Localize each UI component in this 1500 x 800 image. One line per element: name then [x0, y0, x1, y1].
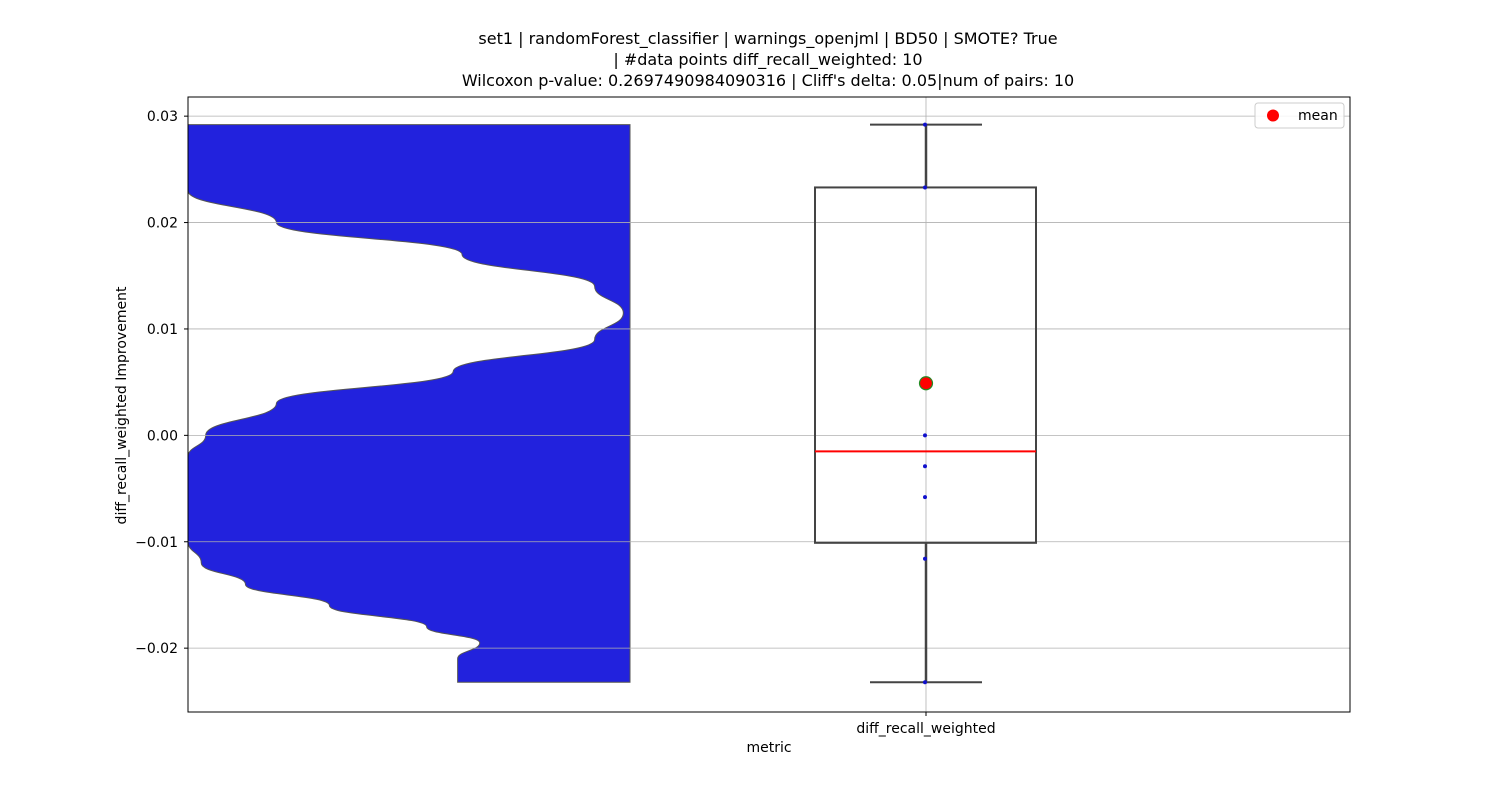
density-area — [188, 124, 631, 683]
y-tick-label: 0.01 — [147, 322, 178, 338]
y-axis-label: diff_recall_weighted Improvement — [114, 286, 130, 524]
y-tick-label: 0.03 — [147, 109, 178, 125]
plot-frame — [187, 96, 1351, 713]
legend-box — [1254, 102, 1345, 129]
data-point — [923, 464, 927, 469]
y-tick-label: 0.02 — [147, 216, 178, 232]
x-tick-label: diff_recall_weighted — [856, 721, 995, 737]
y-tick-label: 0.00 — [147, 428, 178, 444]
data-point — [923, 433, 927, 438]
y-tick-label: −0.01 — [135, 535, 178, 551]
data-point — [923, 680, 927, 685]
legend-mean-marker — [1267, 109, 1279, 122]
x-axis-label: metric — [746, 740, 791, 756]
data-point — [923, 185, 927, 190]
chart-title-line-1: set1 | randomForest_classifier | warning… — [478, 29, 1058, 48]
y-tick-label: −0.02 — [135, 641, 178, 657]
data-point — [923, 122, 927, 127]
chart-title-line-2: | #data points diff_recall_weighted: 10 — [613, 50, 923, 69]
data-point — [923, 495, 927, 500]
chart-title: set1 | randomForest_classifier | warning… — [0, 28, 1500, 91]
data-point — [923, 556, 927, 561]
chart-title-line-3: Wilcoxon p-value: 0.2697490984090316 | C… — [461, 71, 1075, 90]
legend-label-mean: mean — [1298, 108, 1338, 124]
mean-marker — [918, 376, 934, 391]
box-iqr — [814, 186, 1037, 544]
